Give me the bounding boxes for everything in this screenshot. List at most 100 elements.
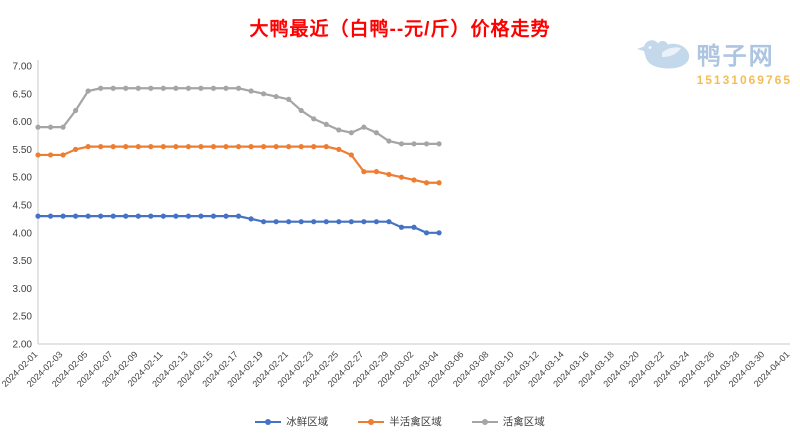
- data-point: [173, 85, 179, 91]
- data-point: [185, 213, 191, 219]
- data-point: [148, 144, 154, 150]
- data-point: [210, 85, 217, 91]
- data-point: [261, 219, 267, 225]
- data-point: [286, 144, 292, 150]
- y-axis-label: 7.00: [13, 62, 33, 73]
- y-axis-label: 3.50: [13, 256, 33, 267]
- data-point: [47, 124, 54, 130]
- y-axis-label: 2.00: [13, 340, 33, 351]
- data-point: [311, 116, 317, 122]
- data-point: [73, 146, 79, 152]
- data-point: [323, 121, 329, 127]
- data-point: [35, 213, 41, 219]
- data-point: [286, 219, 292, 225]
- y-axis-label: 4.00: [13, 228, 33, 239]
- data-point: [323, 219, 329, 225]
- data-point: [160, 85, 166, 91]
- data-point: [198, 213, 204, 219]
- data-point: [298, 107, 304, 114]
- data-point: [386, 171, 392, 178]
- data-point: [60, 213, 66, 219]
- data-point: [110, 144, 116, 150]
- data-point: [85, 144, 91, 150]
- data-point: [123, 144, 129, 150]
- legend-marker: [358, 418, 385, 425]
- data-point: [123, 213, 129, 219]
- data-point: [248, 144, 254, 150]
- data-point: [261, 91, 267, 97]
- line-chart: 7.00 6.50 6.00 5.50 5.00 4.50 4.00 3.50 3.00 2.50…: [0, 60, 791, 389]
- data-point: [311, 144, 317, 150]
- data-point: [361, 169, 367, 175]
- data-point: [423, 141, 430, 147]
- data-point: [373, 130, 379, 136]
- y-axis-label: 2.50: [13, 312, 33, 323]
- data-point: [123, 85, 129, 91]
- data-point: [210, 213, 217, 219]
- data-point: [135, 144, 141, 150]
- data-point: [135, 85, 141, 91]
- data-point: [148, 213, 154, 219]
- data-point: [336, 219, 342, 225]
- chart-legend: 冰鲜区域 半活禽区域 活禽区域: [0, 414, 800, 429]
- data-point: [336, 127, 342, 133]
- data-point: [160, 144, 166, 150]
- y-axis-label: 6.50: [13, 89, 33, 100]
- y-axis-label: 3.00: [13, 284, 33, 295]
- legend-item: 冰鲜区域: [255, 414, 328, 429]
- data-point: [85, 88, 91, 94]
- data-point: [198, 85, 204, 91]
- data-point: [148, 85, 154, 91]
- data-point: [235, 144, 242, 150]
- data-point: [398, 141, 405, 147]
- y-axis-label: 6.00: [13, 117, 33, 128]
- data-point: [223, 85, 229, 91]
- data-point: [248, 216, 254, 222]
- data-point: [98, 144, 104, 150]
- data-point: [185, 85, 191, 91]
- chart-title: 大鸭最近（白鸭--元/斤）价格走势: [249, 19, 551, 40]
- series-line-2: [38, 87, 440, 145]
- data-point: [85, 213, 91, 219]
- data-point: [73, 213, 79, 219]
- data-point: [411, 224, 417, 230]
- data-point: [411, 141, 417, 147]
- data-point: [185, 144, 191, 150]
- data-point: [235, 85, 242, 91]
- series-line-1: [38, 145, 440, 184]
- data-point: [261, 144, 267, 150]
- data-point: [286, 96, 292, 102]
- data-point: [348, 130, 354, 136]
- data-point: [35, 124, 41, 130]
- data-point: [373, 169, 379, 175]
- y-axis-label: 5.00: [13, 173, 33, 184]
- legend-label: 活禽区域: [502, 416, 545, 428]
- data-point: [386, 219, 392, 225]
- data-point: [298, 219, 304, 225]
- data-point: [135, 213, 141, 219]
- data-point: [223, 144, 229, 150]
- data-point: [223, 213, 229, 219]
- data-point: [423, 230, 430, 236]
- data-point: [348, 219, 354, 225]
- legend-label: 冰鲜区域: [286, 416, 329, 428]
- legend-marker: [471, 418, 498, 425]
- data-point: [311, 219, 317, 225]
- data-point: [436, 141, 442, 147]
- y-axis-label: 5.50: [13, 145, 33, 156]
- data-point: [373, 219, 379, 225]
- data-point: [273, 93, 279, 100]
- data-point: [323, 144, 329, 150]
- data-point: [173, 213, 179, 219]
- legend-label: 半活禽区域: [389, 416, 442, 428]
- data-point: [173, 144, 179, 150]
- data-point: [110, 85, 116, 91]
- data-point: [273, 144, 279, 150]
- legend-marker: [255, 418, 282, 425]
- data-point: [98, 85, 104, 91]
- data-point: [47, 152, 54, 158]
- data-point: [160, 213, 166, 219]
- data-point: [60, 152, 66, 158]
- legend-item: 半活禽区域: [358, 414, 442, 429]
